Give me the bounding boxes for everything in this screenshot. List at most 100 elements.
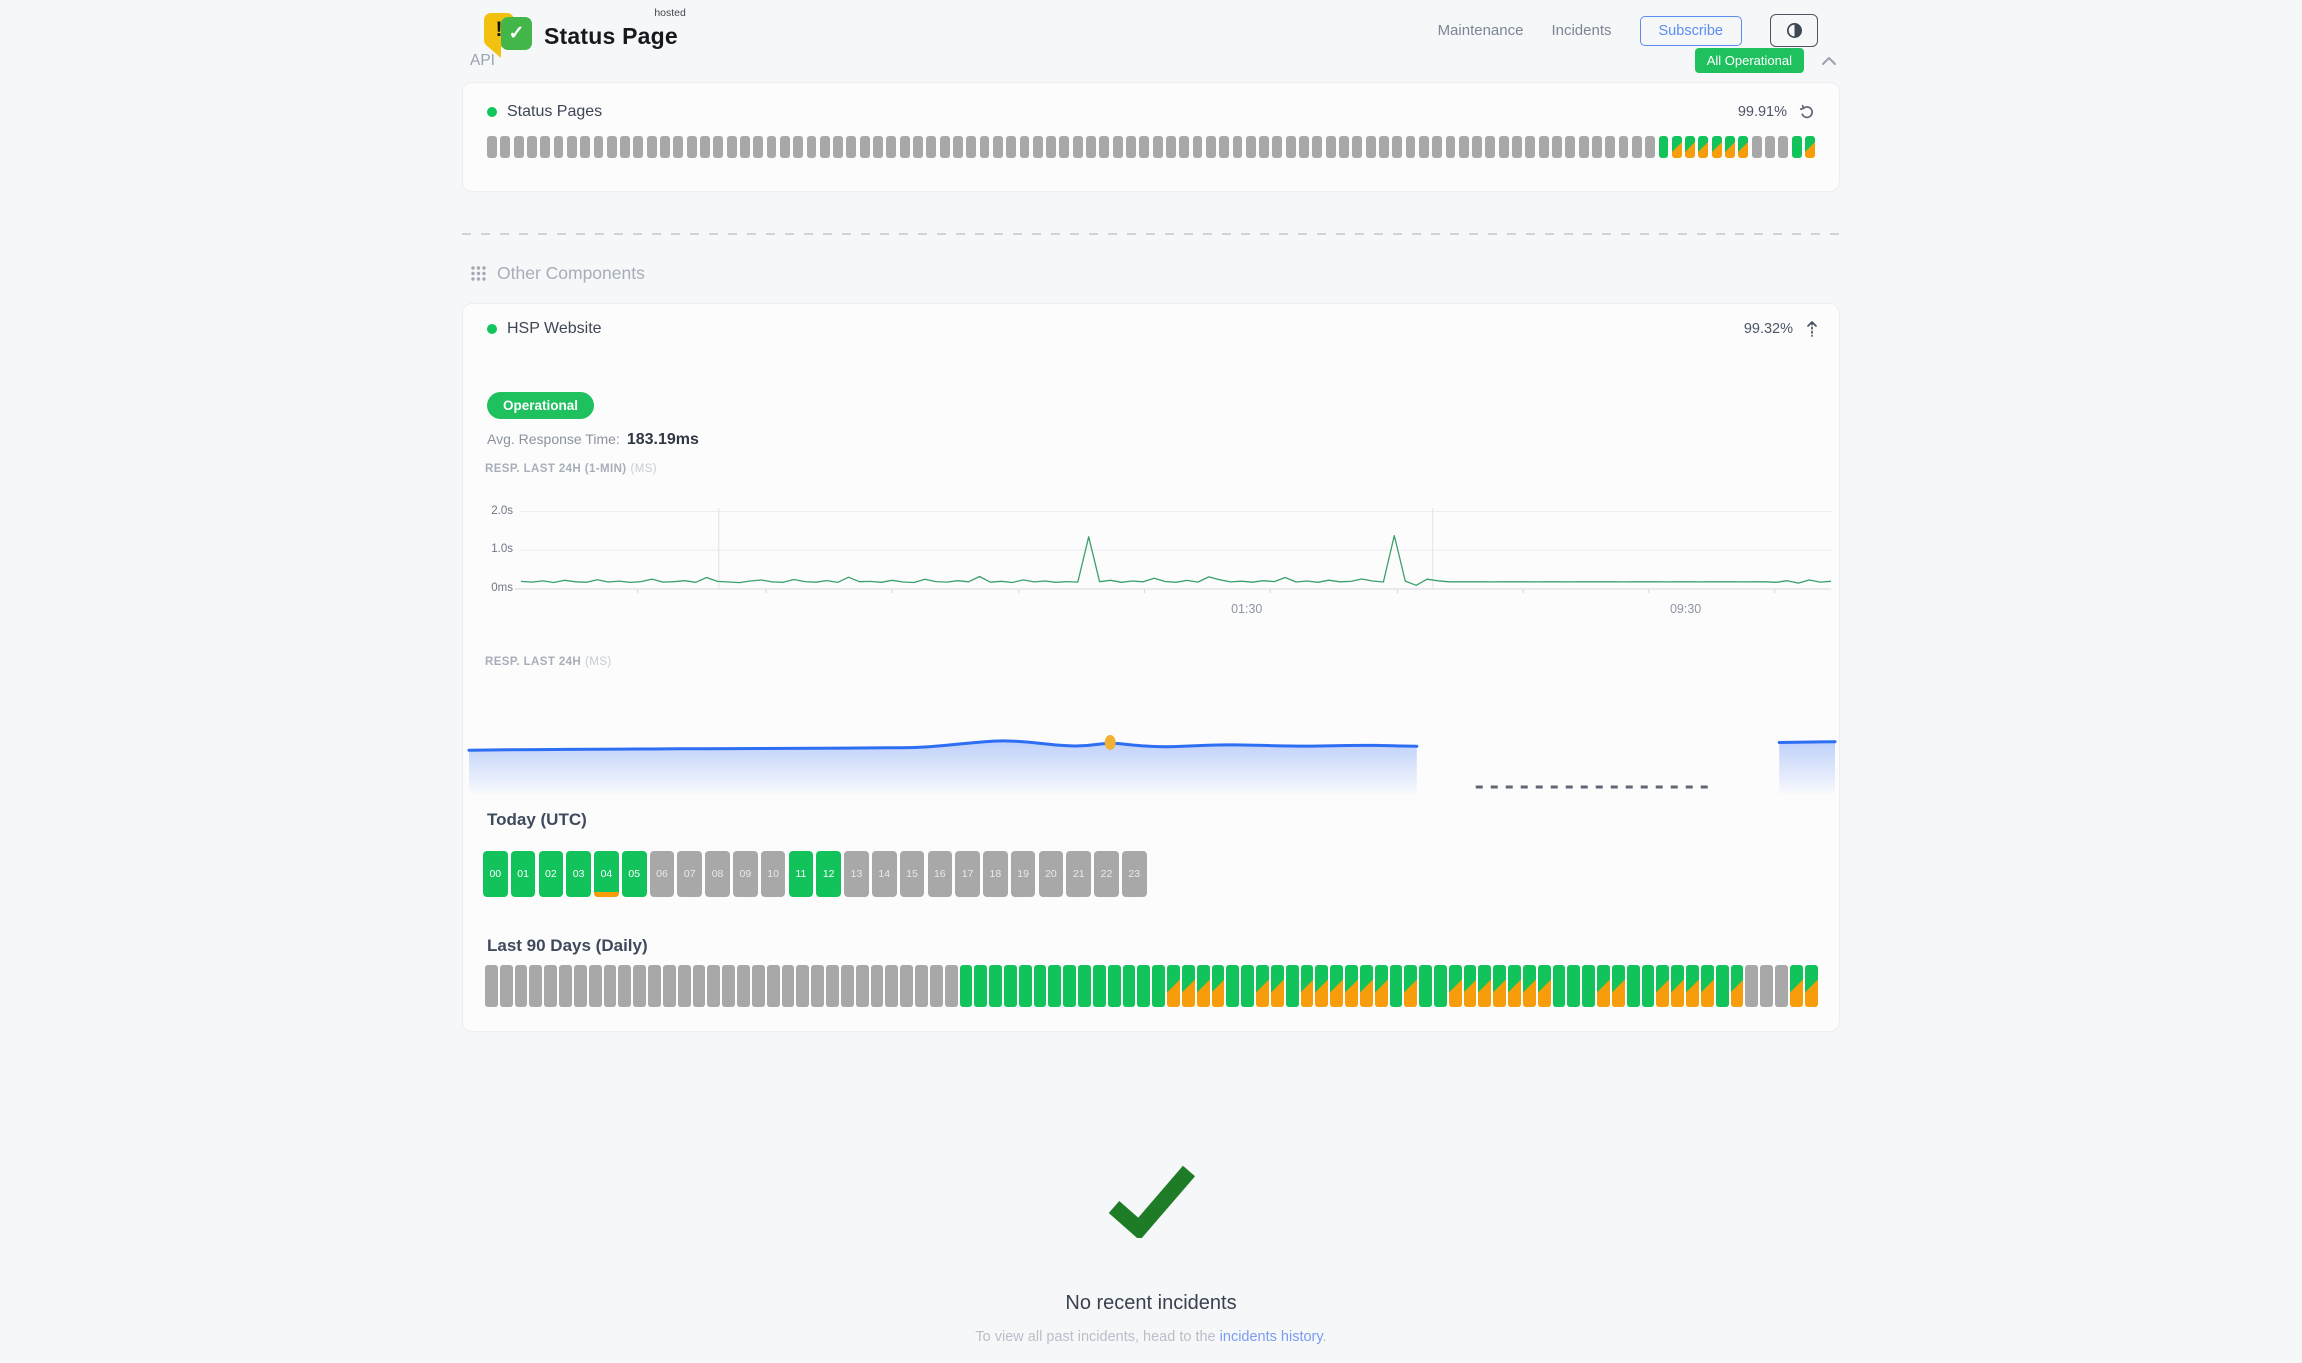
- uptime-bar: [806, 136, 817, 158]
- chevron-up-icon[interactable]: [1820, 53, 1838, 69]
- hour-block: 10: [760, 851, 786, 897]
- grid-icon: [471, 266, 486, 281]
- brand-name: Status Page: [544, 23, 678, 49]
- day-block: [1211, 965, 1225, 1007]
- hour-block: 00: [483, 851, 508, 897]
- uptime-bar: [1458, 136, 1469, 158]
- day-block: [855, 965, 869, 1007]
- day-block: [1478, 965, 1492, 1007]
- uptime-bar: [726, 136, 737, 158]
- day-block: [870, 965, 884, 1007]
- day-block: [1092, 965, 1106, 1007]
- day-block: [959, 965, 973, 1007]
- y-axis-label: 2.0s: [491, 504, 513, 517]
- no-recent-incidents-title: No recent incidents: [1065, 1292, 1237, 1314]
- hour-block: 22: [1094, 851, 1119, 897]
- uptime-bar: [1751, 136, 1762, 158]
- day-block: [885, 965, 899, 1007]
- uptime-bar: [899, 136, 910, 158]
- uptime-bar: [859, 136, 870, 158]
- uptime-percent: 99.32%: [1743, 321, 1793, 337]
- marker-dot: [1104, 734, 1116, 750]
- day-block: [1686, 965, 1699, 1007]
- day-block: [588, 965, 602, 1007]
- day-block: [781, 965, 795, 1007]
- subscribe-button[interactable]: Subscribe: [1639, 15, 1742, 46]
- day-block: [1315, 965, 1329, 1007]
- day-block: [1567, 965, 1581, 1007]
- day-block: [840, 965, 854, 1007]
- uptime-bar: [1512, 136, 1522, 158]
- day-block: [915, 965, 928, 1007]
- nav-incidents[interactable]: Incidents: [1551, 22, 1612, 39]
- uptime-bars-row: [487, 136, 1815, 158]
- uptime-bar: [1618, 136, 1629, 158]
- day-block: [1122, 965, 1136, 1007]
- all-operational-badge: All Operational: [1694, 48, 1804, 73]
- uptime-bar: [739, 136, 750, 158]
- day-block: [677, 965, 691, 1007]
- uptime-bar: [580, 136, 591, 158]
- day-block: [1078, 965, 1091, 1007]
- uptime-bar: [1205, 136, 1216, 158]
- uptime-bar: [833, 136, 844, 158]
- day-block: [1700, 965, 1714, 1007]
- day-block: [1330, 965, 1344, 1007]
- logo[interactable]: ! ✓ Status Page hosted: [484, 7, 686, 64]
- uptime-bar: [1778, 136, 1789, 158]
- last-90-days-title: Last 90 Days (Daily): [487, 936, 648, 955]
- response-line-chart: 0ms 1.0s 2.0s 01:30 09:30: [463, 502, 1841, 627]
- day-block: [1196, 965, 1210, 1007]
- refresh-icon[interactable]: [1799, 104, 1815, 120]
- day-block: [1804, 965, 1818, 1007]
- uptime-bar: [886, 136, 897, 158]
- uptime-bar: [1165, 136, 1176, 158]
- day-block: [1137, 965, 1151, 1007]
- uptime-bar: [700, 136, 710, 158]
- uptime-bar: [1312, 136, 1323, 158]
- logo-icon: ! ✓: [484, 8, 534, 64]
- hour-block: 12: [816, 851, 841, 897]
- today-utc-title: Today (UTC): [487, 810, 587, 829]
- day-block: [1745, 965, 1759, 1007]
- day-block: [1256, 965, 1269, 1007]
- status-dot: [487, 107, 497, 117]
- uptime-bar: [979, 136, 990, 158]
- chart1-caption-unit: (MS): [630, 463, 658, 475]
- day-block: [1033, 965, 1047, 1007]
- day-block: [1226, 965, 1240, 1007]
- uptime-bar: [1525, 136, 1536, 158]
- hour-block: 19: [1010, 851, 1036, 897]
- uptime-bar: [606, 136, 617, 158]
- day-block: [559, 965, 572, 1007]
- uptime-bar: [1498, 136, 1509, 158]
- area-line: [467, 739, 1419, 752]
- logo-check: ✓: [508, 23, 525, 44]
- day-block: [618, 965, 632, 1007]
- uptime-bar: [1432, 136, 1443, 158]
- uptime-bar: [779, 136, 790, 158]
- day-block: [751, 965, 765, 1007]
- hour-block: 01: [510, 851, 536, 897]
- uptime-bar: [1019, 136, 1030, 158]
- nav-maintenance[interactable]: Maintenance: [1437, 22, 1524, 39]
- day-block: [766, 965, 780, 1007]
- hour-block: 05: [621, 851, 647, 897]
- day-block: [1434, 965, 1447, 1007]
- arrow-up-icon[interactable]: [1805, 320, 1819, 338]
- theme-half-circle-icon: [1786, 22, 1802, 39]
- uptime-bar: [1352, 136, 1363, 158]
- uptime-bar: [1285, 136, 1296, 158]
- uptime-bar: [992, 136, 1003, 158]
- incidents-history-link[interactable]: incidents history: [1219, 1329, 1323, 1345]
- day-block: [1552, 965, 1566, 1007]
- uptime-bar: [713, 136, 724, 158]
- uptime-bar: [660, 136, 670, 158]
- uptime-bar: [593, 136, 604, 158]
- theme-toggle-button[interactable]: [1770, 14, 1818, 47]
- day-block: [1597, 965, 1610, 1007]
- uptime-bar: [1086, 136, 1096, 158]
- uptime-bar: [1192, 136, 1203, 158]
- uptime-bar: [1365, 136, 1376, 158]
- day-block: [1537, 965, 1551, 1007]
